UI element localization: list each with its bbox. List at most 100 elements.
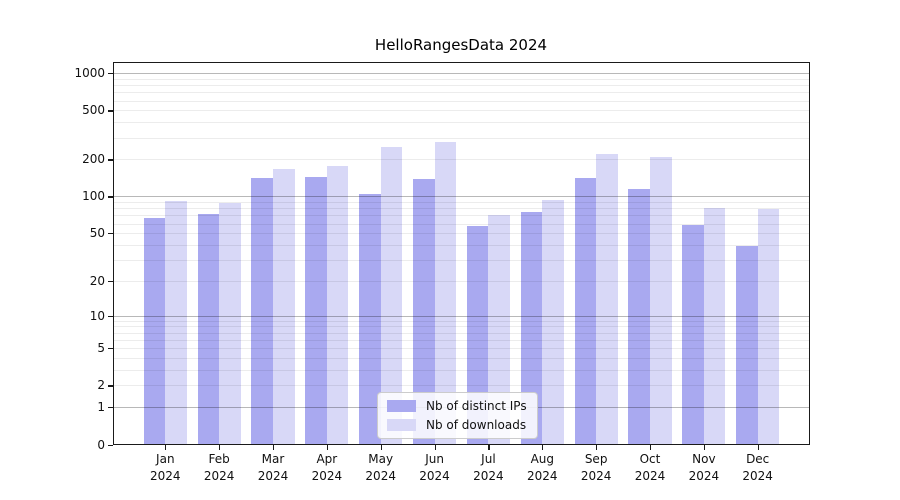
bar-oct-downloads bbox=[649, 157, 672, 445]
month-label: Mar bbox=[261, 451, 285, 466]
bar-may-distinct-ips bbox=[359, 194, 381, 445]
month-label: Oct bbox=[639, 451, 661, 466]
gridline-minor bbox=[113, 348, 810, 350]
bar-nov-downloads bbox=[703, 208, 726, 445]
year-label: 2024 bbox=[257, 468, 289, 483]
x-tick-label: Jul 2024 bbox=[453, 451, 523, 485]
x-tick-label: Aug 2024 bbox=[507, 451, 577, 485]
year-label: 2024 bbox=[203, 468, 235, 483]
y-tick-label: 50 bbox=[89, 226, 105, 241]
bar-dec-downloads bbox=[757, 208, 780, 445]
y-tick bbox=[108, 385, 113, 387]
bar-jul-distinct-ips bbox=[466, 226, 489, 445]
chart-title: HelloRangesData 2024 bbox=[374, 36, 548, 54]
x-tick-label: Nov 2024 bbox=[669, 451, 739, 485]
year-label: 2024 bbox=[527, 468, 558, 483]
y-tick-label: 500 bbox=[82, 103, 105, 118]
bar-may-downloads bbox=[380, 146, 403, 445]
year-label: 2024 bbox=[580, 468, 612, 483]
y-tick bbox=[108, 110, 113, 112]
x-tick-label: Oct 2024 bbox=[615, 451, 685, 485]
y-tick-label: 200 bbox=[82, 152, 105, 167]
x-tick bbox=[273, 444, 275, 450]
x-tick bbox=[649, 444, 652, 450]
gridline-minor bbox=[113, 215, 810, 217]
y-tick bbox=[108, 280, 113, 283]
bar-apr-distinct-ips bbox=[305, 177, 327, 445]
bar-sep-distinct-ips bbox=[574, 178, 597, 445]
legend-label: Nb of distinct IPs bbox=[426, 399, 527, 413]
gridline-minor bbox=[113, 137, 810, 139]
x-tick bbox=[757, 444, 759, 450]
y-tick bbox=[108, 407, 113, 409]
bar-feb-downloads bbox=[219, 203, 241, 445]
x-tick-label: Mar 2024 bbox=[238, 451, 308, 485]
y-tick-label: 2 bbox=[97, 378, 105, 393]
gridline-minor bbox=[113, 320, 810, 322]
gridline-minor bbox=[113, 100, 810, 102]
gridline-major bbox=[113, 73, 810, 75]
year-label: 2024 bbox=[150, 468, 181, 483]
y-tick bbox=[108, 315, 113, 317]
month-label: Jan bbox=[156, 451, 175, 466]
gridline-minor bbox=[113, 357, 810, 359]
bar-nov-distinct-ips bbox=[682, 225, 704, 445]
x-tick bbox=[488, 444, 490, 450]
gridline-minor bbox=[113, 85, 810, 87]
month-label: Jun bbox=[425, 451, 444, 466]
year-label: 2024 bbox=[311, 468, 343, 483]
x-tick-label: Dec 2024 bbox=[723, 451, 793, 485]
x-tick-label: Jun 2024 bbox=[400, 451, 470, 485]
x-tick bbox=[326, 444, 329, 450]
bar-aug-distinct-ips bbox=[520, 212, 543, 445]
bar-jun-downloads bbox=[434, 142, 457, 445]
gridline-minor bbox=[113, 326, 810, 328]
legend-swatch-icon bbox=[387, 419, 416, 431]
gridline-minor bbox=[113, 159, 810, 161]
y-tick bbox=[108, 73, 113, 75]
y-tick bbox=[108, 196, 113, 198]
legend-item-distinct-ips: Nb of distinct IPs bbox=[387, 399, 527, 413]
x-tick-label: Apr 2024 bbox=[292, 451, 362, 485]
x-tick bbox=[219, 444, 221, 450]
bar-jan-downloads bbox=[165, 201, 187, 445]
gridline-minor bbox=[113, 369, 810, 371]
month-label: Dec bbox=[746, 451, 770, 466]
x-tick bbox=[703, 444, 706, 450]
bar-mar-distinct-ips bbox=[251, 178, 273, 445]
year-label: 2024 bbox=[742, 468, 773, 483]
bar-jan-distinct-ips bbox=[143, 217, 166, 445]
month-label: Nov bbox=[692, 451, 716, 466]
y-tick-label: 20 bbox=[89, 273, 105, 288]
x-tick-label: Jan 2024 bbox=[130, 451, 200, 485]
month-label: Sep bbox=[584, 451, 608, 466]
gridline-minor bbox=[113, 78, 810, 80]
gridline-minor bbox=[113, 208, 810, 210]
bar-sep-downloads bbox=[596, 154, 618, 445]
month-label: Aug bbox=[530, 451, 554, 466]
x-tick-label: Sep 2024 bbox=[561, 451, 631, 485]
legend-item-downloads: Nb of downloads bbox=[387, 418, 527, 432]
bar-feb-distinct-ips bbox=[197, 213, 220, 445]
gridline-minor bbox=[113, 332, 810, 334]
bar-oct-distinct-ips bbox=[628, 189, 650, 445]
gridline-major bbox=[113, 315, 810, 317]
year-label: 2024 bbox=[473, 468, 504, 483]
plot-area bbox=[113, 62, 810, 445]
year-label: 2024 bbox=[688, 468, 720, 483]
y-tick bbox=[108, 348, 113, 350]
gridline-minor bbox=[113, 280, 810, 282]
gridline-minor bbox=[113, 259, 810, 261]
bar-aug-downloads bbox=[542, 199, 564, 445]
gridline-minor bbox=[113, 122, 810, 124]
legend-swatch-icon bbox=[387, 400, 416, 412]
year-label: 2024 bbox=[419, 468, 450, 483]
bar-mar-downloads bbox=[273, 169, 295, 445]
bar-dec-distinct-ips bbox=[736, 246, 758, 445]
bar-apr-downloads bbox=[326, 165, 349, 445]
gridline-minor bbox=[113, 385, 810, 387]
y-tick-label: 10 bbox=[89, 308, 105, 323]
bar-jul-downloads bbox=[488, 215, 511, 445]
month-label: Apr bbox=[316, 451, 338, 466]
